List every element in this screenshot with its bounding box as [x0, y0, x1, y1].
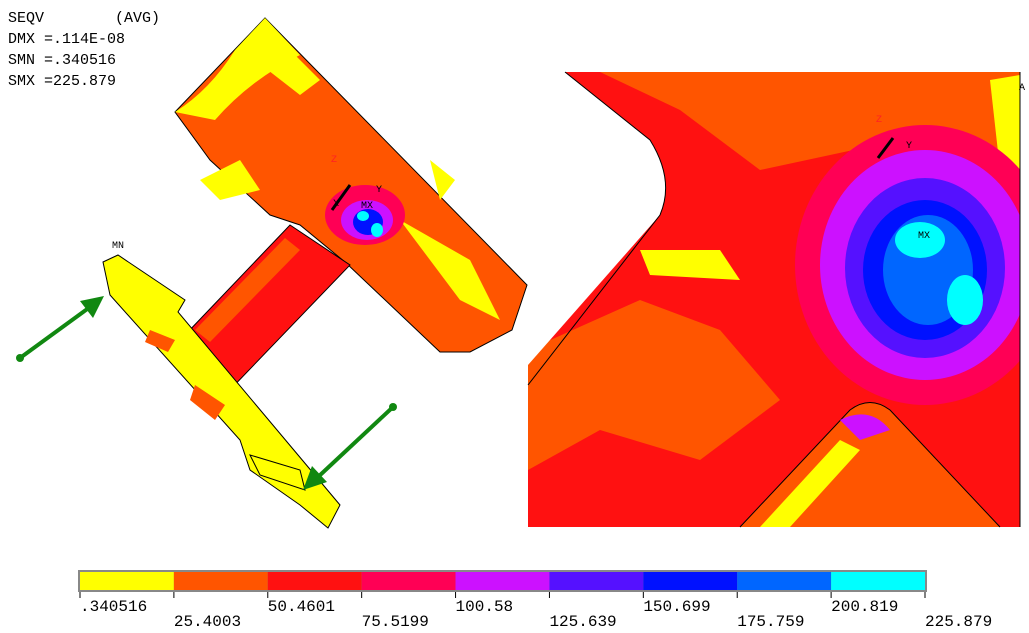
- legend-label: 100.58: [456, 598, 514, 616]
- max-label: MX: [361, 201, 373, 212]
- min-label: MN: [112, 241, 124, 252]
- axis-label: X: [333, 199, 339, 210]
- info-line: SMX =225.879: [8, 73, 116, 90]
- legend-swatch: [268, 572, 362, 590]
- screen: SEQV (AVG) DMX =.114E-08 SMN =.340516 SM…: [0, 0, 1029, 633]
- max-label: MX: [918, 231, 930, 242]
- legend-label: 200.819: [831, 598, 898, 616]
- axis-label: Z: [876, 115, 882, 126]
- legend-swatch: [643, 572, 737, 590]
- axis-label: Y: [376, 185, 382, 196]
- legend-label: 75.5199: [362, 613, 429, 631]
- result-mode: (AVG): [115, 10, 160, 27]
- model-left: [16, 18, 527, 528]
- legend-swatch: [80, 572, 174, 590]
- model-zoom: [528, 72, 1029, 527]
- legend-swatch: [549, 572, 643, 590]
- legend-label: 225.879: [925, 613, 992, 631]
- legend-swatch: [174, 572, 268, 590]
- legend-label: 175.759: [737, 613, 804, 631]
- legend-swatch: [456, 572, 550, 590]
- legend-label: 150.699: [643, 598, 710, 616]
- info-line: DMX =.114E-08: [8, 31, 125, 48]
- legend-label: 50.4601: [268, 598, 335, 616]
- legend-swatch: [362, 572, 456, 590]
- legend: .340516 25.4003 50.4601 75.5199 100.58 125.63…: [78, 570, 992, 631]
- result-name: SEQV: [8, 10, 44, 27]
- axis-label: Y: [906, 141, 912, 152]
- axis-label: Z: [331, 155, 337, 166]
- info-line: SMN =.340516: [8, 52, 116, 69]
- legend-swatch: [737, 572, 831, 590]
- legend-swatch: [831, 572, 925, 590]
- legend-label: 25.4003: [174, 613, 241, 631]
- window-label: A: [1019, 83, 1025, 94]
- legend-label: .340516: [80, 598, 147, 616]
- legend-label: 125.639: [549, 613, 616, 631]
